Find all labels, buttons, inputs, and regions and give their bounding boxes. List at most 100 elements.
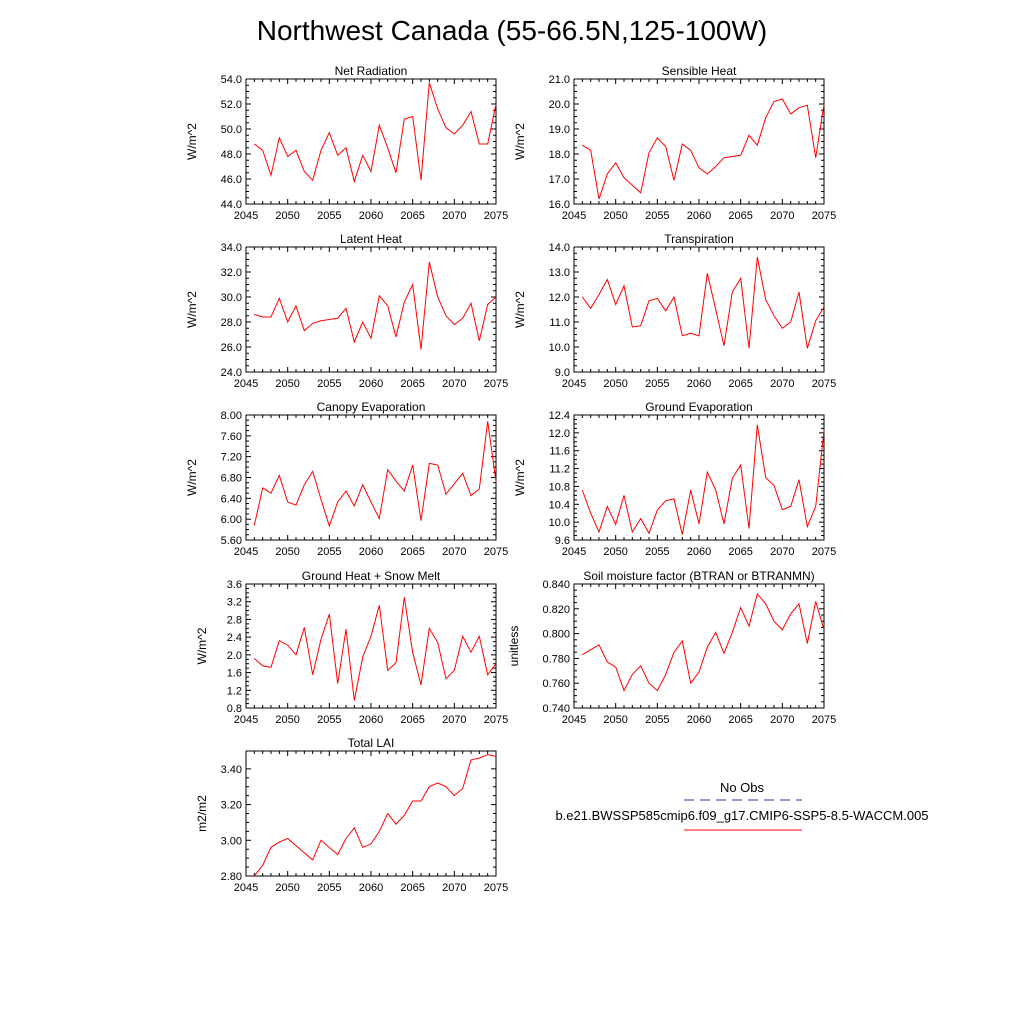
panel-title: Sensible Heat bbox=[662, 64, 737, 78]
y-tick-label: 18.0 bbox=[549, 149, 570, 161]
y-tick-label: 9.6 bbox=[555, 535, 570, 547]
x-tick-label: 2070 bbox=[442, 378, 466, 390]
y-tick-label: 5.60 bbox=[221, 535, 242, 547]
x-tick-label: 2065 bbox=[728, 378, 752, 390]
y-tick-label: 16.0 bbox=[549, 199, 570, 211]
panel-title: Ground Evaporation bbox=[645, 400, 752, 414]
panel-net-radiation: Net Radiation W/m^2 2045 2050 2055 2060 2065 20… bbox=[185, 64, 508, 222]
panel-title: Total LAI bbox=[348, 736, 395, 750]
x-tick-label: 2055 bbox=[645, 210, 669, 222]
x-tick-label: 2075 bbox=[484, 210, 508, 222]
y-tick-label: 3.6 bbox=[227, 579, 242, 591]
panel-sensible-heat: Sensible Heat W/m^2 2045 2050 2055 2060 2065 20… bbox=[513, 64, 836, 222]
y-tick-label: 54.0 bbox=[221, 74, 242, 86]
y-tick-label: 10.8 bbox=[549, 481, 570, 493]
y-tick-label: 11.2 bbox=[549, 464, 570, 476]
x-tick-label: 2060 bbox=[359, 882, 383, 894]
x-tick-label: 2045 bbox=[234, 378, 258, 390]
x-tick-label: 2055 bbox=[317, 546, 341, 558]
y-tick-label: 19.0 bbox=[549, 124, 570, 136]
plot-frame bbox=[245, 750, 497, 877]
x-tick-label: 2045 bbox=[234, 546, 258, 558]
panel-title: Ground Heat + Snow Melt bbox=[302, 569, 441, 583]
y-tick-label: 2.8 bbox=[227, 614, 242, 626]
y-tick-label: 3.2 bbox=[227, 597, 242, 609]
x-tick-label: 2075 bbox=[812, 378, 836, 390]
y-tick-label: 32.0 bbox=[221, 267, 242, 279]
x-tick-label: 2055 bbox=[645, 714, 669, 726]
x-tick-label: 2065 bbox=[400, 714, 424, 726]
y-tick-label: 17.0 bbox=[549, 174, 570, 186]
x-tick-label: 2060 bbox=[359, 714, 383, 726]
x-tick-label: 2050 bbox=[275, 378, 299, 390]
y-tick-label: 46.0 bbox=[221, 174, 242, 186]
y-tick-label: 10.0 bbox=[549, 342, 570, 354]
y-tick-label: 30.0 bbox=[221, 292, 242, 304]
x-tick-label: 2050 bbox=[275, 210, 299, 222]
panel-title: Latent Heat bbox=[340, 232, 403, 246]
x-tick-label: 2070 bbox=[770, 378, 794, 390]
y-tick-label: 12.4 bbox=[549, 410, 570, 422]
y-tick-label: 12.0 bbox=[549, 428, 570, 440]
panel-canopy-evaporation: Canopy Evaporation W/m^2 2045 2050 2055 2060 2… bbox=[185, 400, 508, 558]
y-tick-label: 8.00 bbox=[221, 410, 242, 422]
x-tick-label: 2060 bbox=[359, 546, 383, 558]
x-tick-label: 2075 bbox=[812, 210, 836, 222]
x-tick-label: 2050 bbox=[603, 210, 627, 222]
x-tick-label: 2065 bbox=[728, 714, 752, 726]
x-tick-label: 2065 bbox=[400, 378, 424, 390]
legend-label-model: b.e21.BWSSP585cmip6.f09_g17.CMIP6-SSP5-8… bbox=[555, 808, 928, 823]
x-tick-label: 2075 bbox=[812, 714, 836, 726]
y-tick-label: 3.00 bbox=[221, 835, 242, 847]
y-tick-label: 52.0 bbox=[221, 99, 242, 111]
y-tick-label: 26.0 bbox=[221, 342, 242, 354]
plot-frame bbox=[245, 583, 497, 709]
panel-title: Net Radiation bbox=[335, 64, 408, 78]
y-axis-label: W/m^2 bbox=[513, 459, 527, 496]
figure-title: Northwest Canada (55-66.5N,125-100W) bbox=[257, 15, 767, 46]
y-tick-label: 2.4 bbox=[227, 632, 242, 644]
series-line-transpiration bbox=[581, 256, 825, 349]
series-line-total-lai bbox=[253, 754, 497, 877]
y-tick-label: 0.820 bbox=[542, 604, 570, 616]
panels: Net Radiation W/m^2 2045 2050 2055 2060 2065 20… bbox=[185, 64, 836, 894]
y-tick-label: 13.0 bbox=[549, 267, 570, 279]
panel-transpiration: Transpiration W/m^2 2045 2050 2055 2060 2065 20… bbox=[513, 232, 836, 390]
y-axis-label: W/m^2 bbox=[185, 291, 199, 328]
panel-latent-heat: Latent Heat W/m^2 2045 2050 2055 2060 2065 2070… bbox=[185, 232, 508, 390]
y-tick-label: 0.780 bbox=[542, 653, 570, 665]
plot-frame bbox=[573, 583, 825, 709]
panel-ground-evaporation: Ground Evaporation W/m^2 2045 2050 2055 2060 2… bbox=[513, 400, 836, 558]
y-tick-label: 2.80 bbox=[221, 871, 242, 883]
y-tick-label: 3.40 bbox=[221, 764, 242, 776]
y-tick-label: 20.0 bbox=[549, 99, 570, 111]
x-tick-label: 2050 bbox=[275, 882, 299, 894]
x-tick-label: 2075 bbox=[484, 882, 508, 894]
x-tick-label: 2070 bbox=[442, 546, 466, 558]
x-tick-label: 2060 bbox=[687, 378, 711, 390]
y-tick-label: 21.0 bbox=[549, 74, 570, 86]
x-tick-label: 2065 bbox=[400, 882, 424, 894]
y-tick-label: 0.760 bbox=[542, 678, 570, 690]
plot-frame bbox=[573, 78, 825, 205]
series-line-net-radiation bbox=[254, 82, 497, 184]
x-tick-label: 2045 bbox=[562, 210, 586, 222]
x-tick-label: 2055 bbox=[645, 546, 669, 558]
y-tick-label: 10.0 bbox=[549, 517, 570, 529]
y-tick-label: 48.0 bbox=[221, 149, 242, 161]
x-tick-label: 2055 bbox=[317, 210, 341, 222]
series-line-sensible-heat bbox=[582, 98, 825, 200]
x-tick-label: 2045 bbox=[234, 714, 258, 726]
x-tick-label: 2060 bbox=[359, 210, 383, 222]
x-tick-label: 2070 bbox=[442, 714, 466, 726]
y-tick-label: 28.0 bbox=[221, 317, 242, 329]
panel-title: Soil moisture factor (BTRAN or BTRANMN) bbox=[583, 569, 814, 583]
x-tick-label: 2075 bbox=[812, 546, 836, 558]
x-tick-label: 2045 bbox=[562, 714, 586, 726]
plot-frame bbox=[573, 246, 825, 373]
x-tick-label: 2045 bbox=[234, 210, 258, 222]
x-tick-label: 2065 bbox=[728, 210, 752, 222]
x-tick-label: 2055 bbox=[645, 378, 669, 390]
x-tick-label: 2055 bbox=[317, 714, 341, 726]
